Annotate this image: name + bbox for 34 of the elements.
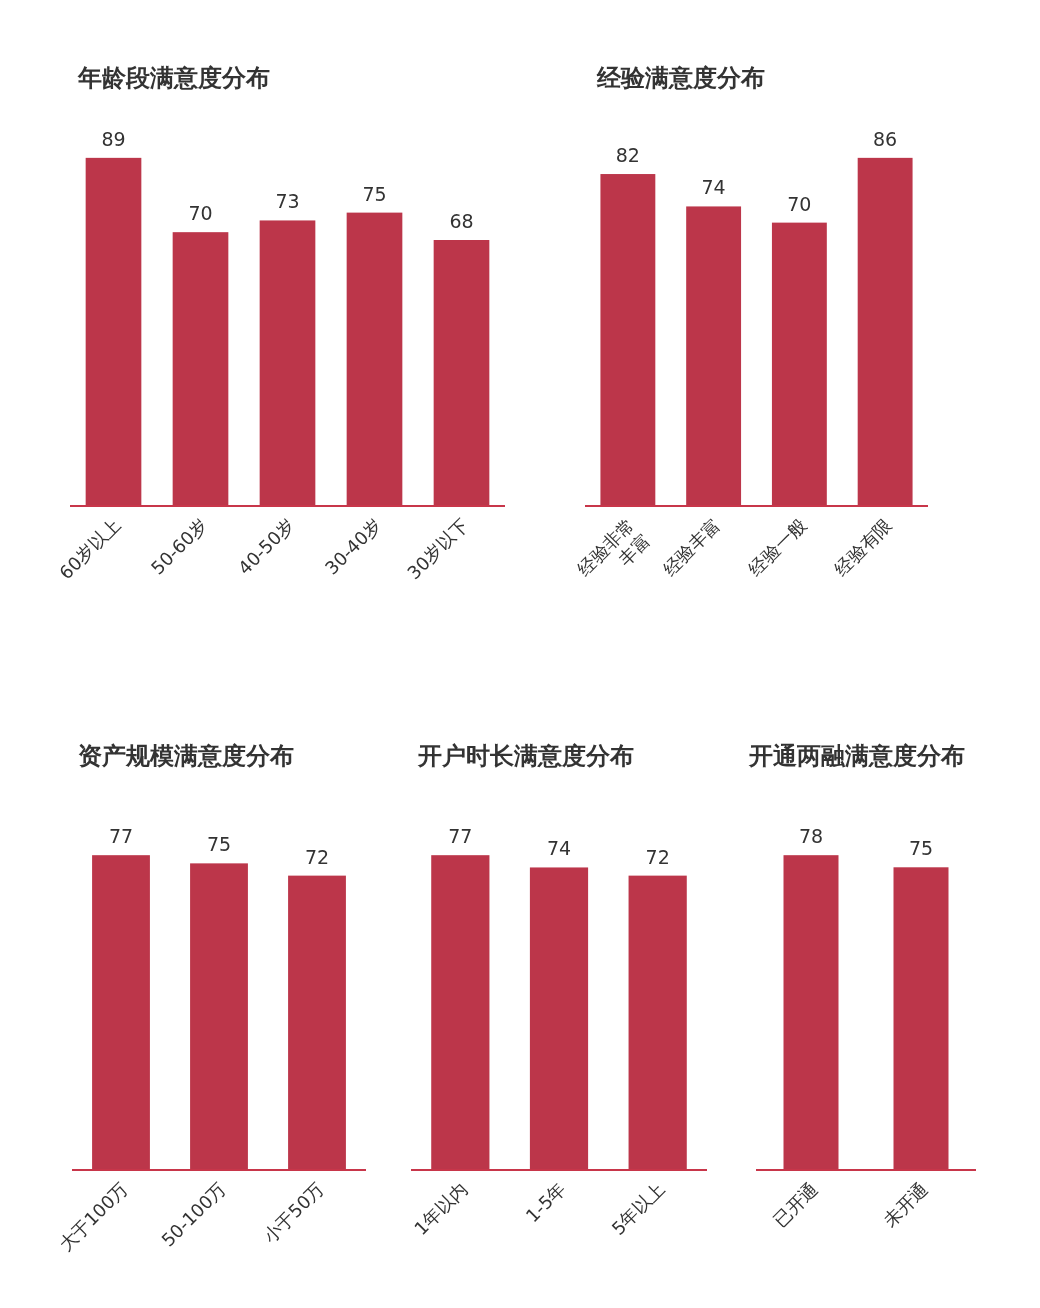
data-label: 78 xyxy=(798,825,824,848)
data-label: 77 xyxy=(108,825,134,848)
x-tick-label: 经验非常丰富 xyxy=(572,513,655,580)
x-tick-label: 经验有限 xyxy=(830,513,896,580)
data-label: 89 xyxy=(101,127,126,150)
data-label: 75 xyxy=(206,833,232,856)
x-tick-label: 经验一般 xyxy=(744,513,811,580)
chart-title: 资产规模满意度分布 xyxy=(78,742,294,770)
x-tick-label: 60岁以上 xyxy=(55,513,125,584)
data-label: 77 xyxy=(448,825,473,848)
data-label: 82 xyxy=(615,144,640,167)
data-label: 73 xyxy=(275,190,300,213)
data-label: 72 xyxy=(645,845,670,868)
x-tick-label: 小于50万 xyxy=(258,1177,328,1248)
x-tick-label: 经验丰富 xyxy=(658,513,725,580)
chart-title: 年龄段满意度分布 xyxy=(77,64,270,92)
x-tick-label: 未开通 xyxy=(878,1177,932,1232)
x-tick-label: 已开通 xyxy=(768,1177,822,1232)
x-tick-label: 1年以内 xyxy=(410,1177,472,1240)
data-label: 75 xyxy=(362,182,387,205)
data-label: 70 xyxy=(188,202,213,225)
data-label: 75 xyxy=(908,837,934,860)
data-label: 70 xyxy=(787,192,812,215)
data-label: 74 xyxy=(546,837,572,860)
x-tick-label: 1-5年 xyxy=(521,1177,570,1227)
chart-title: 开通两融满意度分布 xyxy=(748,742,965,770)
x-tick-label: 5年以上 xyxy=(607,1177,669,1240)
data-label: 86 xyxy=(873,127,898,150)
data-label: 74 xyxy=(701,176,726,199)
chart-title: 经验满意度分布 xyxy=(596,64,765,92)
x-tick-label: 30岁以下 xyxy=(403,513,473,584)
chart-title: 开户时长满意度分布 xyxy=(417,742,634,770)
data-label: 68 xyxy=(449,210,474,232)
data-label: 72 xyxy=(304,845,330,868)
